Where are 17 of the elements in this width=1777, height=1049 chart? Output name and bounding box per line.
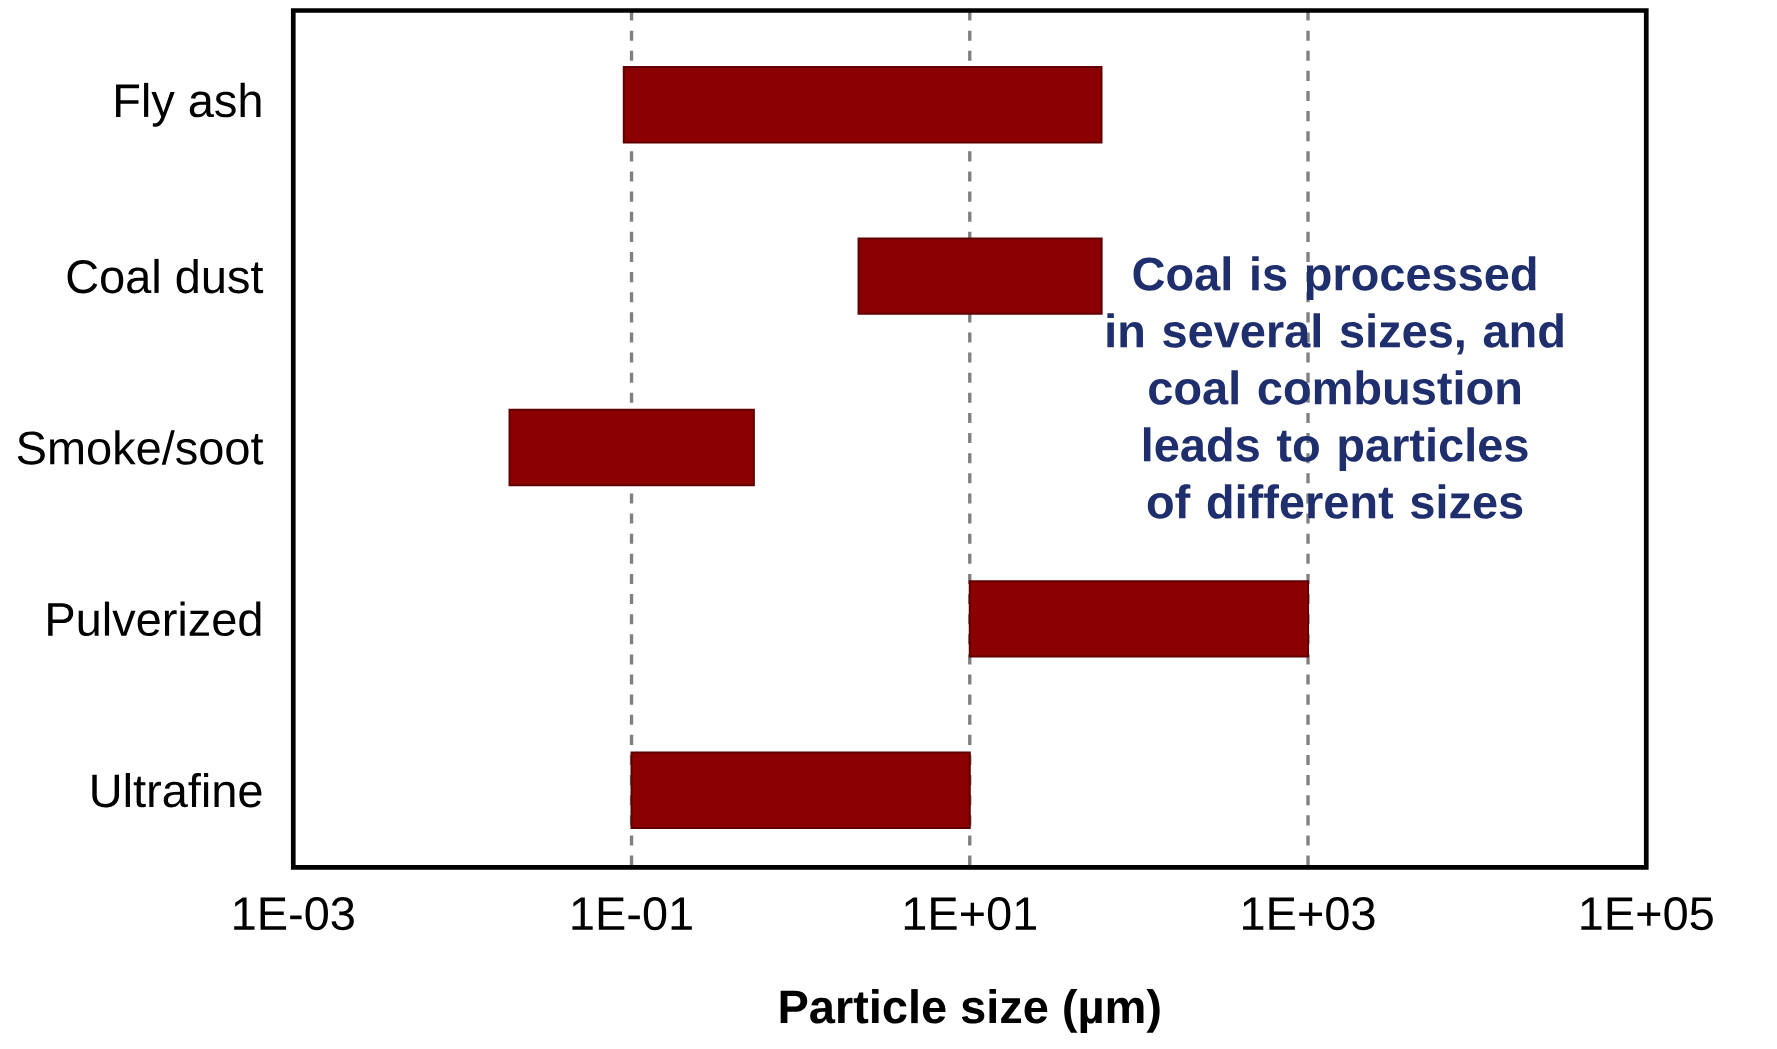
annotation: Coal is processed in several sizes, and coal combustion leads to particles of different sizes	[1107, 256, 1563, 520]
x-tick-label: 1E+03	[1243, 897, 1375, 931]
bar	[857, 237, 1103, 316]
bar	[508, 409, 755, 487]
x-axis-title: Particle size (µm)	[780, 989, 1160, 1034]
y-tick-label: Ultrafine	[92, 773, 262, 808]
bar	[622, 66, 1103, 144]
bar	[630, 751, 971, 830]
bar	[968, 580, 1310, 658]
x-tick-label: 1E+05	[1581, 897, 1713, 931]
y-tick-label: Fly ash	[116, 83, 261, 127]
x-tick-label: 1E+01	[904, 897, 1036, 931]
y-tick-label: Coal dust	[67, 259, 264, 294]
x-tick-label: 1E-01	[572, 897, 692, 931]
x-tick-label: 1E-03	[234, 897, 354, 931]
y-tick-label: Smoke/soot	[17, 430, 264, 465]
y-tick-label: Pulverized	[48, 601, 261, 637]
